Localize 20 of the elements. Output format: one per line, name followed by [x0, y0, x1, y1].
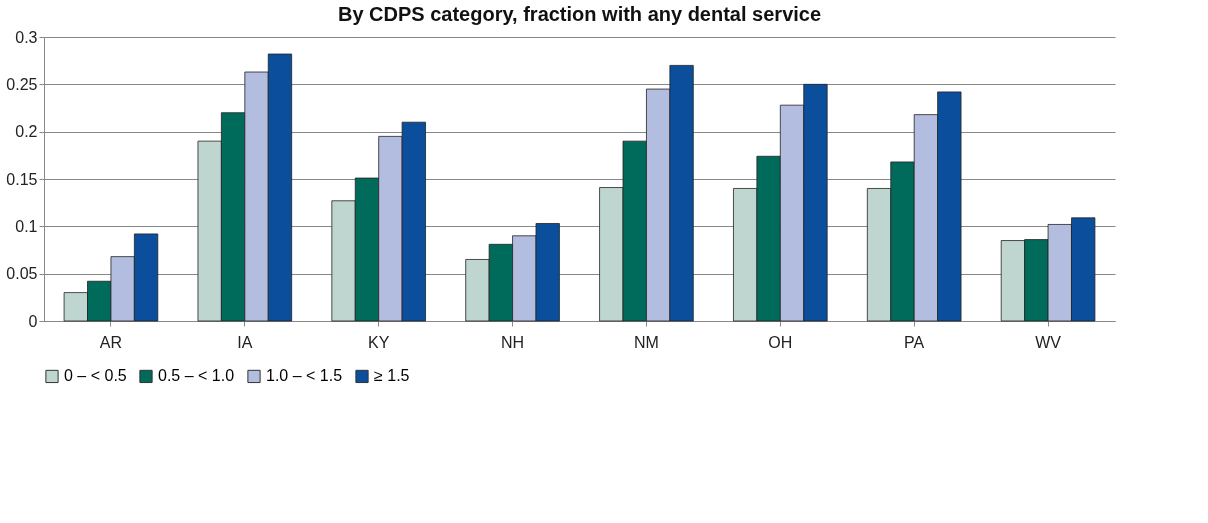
- legend-label: ≥ 1.5: [374, 367, 410, 385]
- y-tick-label: 0.2: [15, 123, 38, 141]
- x-tick-label: IA: [237, 333, 253, 351]
- legend-label: 0 – < 0.5: [64, 367, 127, 385]
- legend-label: 0.5 – < 1.0: [158, 367, 235, 385]
- x-tick-label: NM: [633, 333, 659, 351]
- x-tick-label: WV: [1035, 333, 1062, 351]
- y-tick-label: 0.25: [6, 75, 38, 93]
- x-tick-label: AR: [99, 333, 123, 351]
- x-tick-label: OH: [768, 333, 793, 351]
- y-tick-label: 0.05: [6, 265, 38, 283]
- x-tick-label: PA: [904, 333, 925, 351]
- legend-label: 1.0 – < 1.5: [266, 367, 343, 385]
- y-tick-label: 0.3: [15, 28, 38, 46]
- y-tick-label: 0.15: [6, 170, 38, 188]
- y-tick-label: 0: [28, 312, 38, 330]
- x-tick-label: NH: [501, 333, 525, 351]
- y-tick-label: 0.1: [15, 217, 38, 235]
- chart-title: By CDPS category, fraction with any dental service: [337, 3, 822, 25]
- x-tick-label: KY: [368, 333, 390, 351]
